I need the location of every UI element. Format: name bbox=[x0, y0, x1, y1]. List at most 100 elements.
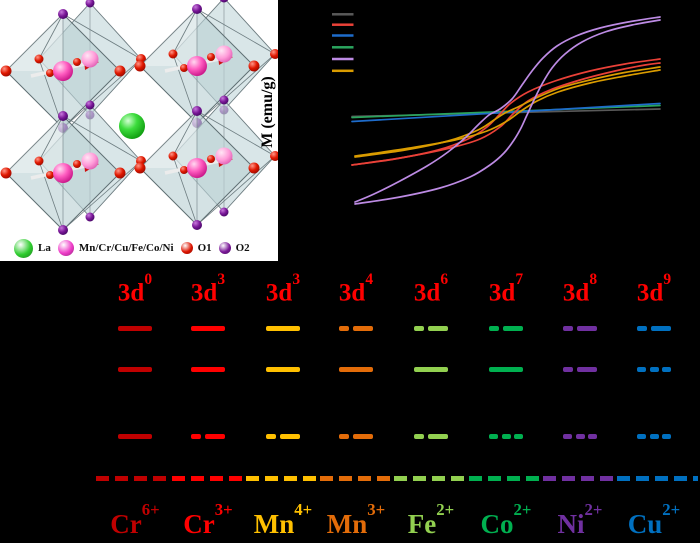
energy-level-1-Cu2+ bbox=[637, 325, 671, 331]
level-segment bbox=[280, 433, 300, 439]
ion-charge: 2+ bbox=[662, 500, 681, 520]
level-segment bbox=[266, 366, 300, 372]
level-segment bbox=[489, 366, 523, 372]
config-header-sup: 6 bbox=[440, 271, 449, 289]
level-segment bbox=[637, 366, 646, 372]
ion-charge: 3+ bbox=[214, 500, 233, 520]
config-header-base: 3d bbox=[636, 279, 664, 307]
level-segment bbox=[489, 433, 498, 439]
energy-level-3-Cr6+ bbox=[118, 433, 152, 439]
ion-label-Cr6+: Cr6+ bbox=[90, 500, 180, 539]
level-segment bbox=[414, 366, 448, 372]
energy-level-2-Mn3+ bbox=[339, 366, 373, 372]
config-header-base: 3d bbox=[117, 279, 145, 307]
curve-red-loop-down bbox=[351, 58, 661, 166]
structure-legend-label: O2 bbox=[235, 242, 250, 254]
energy-level-2-Fe2+ bbox=[414, 366, 448, 372]
atom-sphere-icon bbox=[180, 242, 193, 254]
plot-legend-swatch-2 bbox=[332, 34, 354, 37]
energy-level-2-Cu2+ bbox=[637, 366, 671, 372]
energy-level-3-Mn4+ bbox=[266, 433, 300, 439]
octahedron-unit-top-left bbox=[0, 0, 148, 135]
ion-symbol: Cr bbox=[110, 509, 142, 539]
ion-symbol: Mn bbox=[326, 509, 368, 539]
level-segment bbox=[118, 433, 152, 439]
level-segment bbox=[353, 325, 373, 331]
energy-level-3-Mn3+ bbox=[339, 433, 373, 439]
level-segment bbox=[339, 366, 373, 372]
level-segment bbox=[514, 433, 523, 439]
level-segment bbox=[118, 325, 152, 331]
ion-label-Mn4+: Mn4+ bbox=[238, 500, 328, 539]
curve-orange-loop-down bbox=[354, 66, 661, 158]
level-segment bbox=[651, 325, 671, 331]
energy-level-1-Ni2+ bbox=[563, 325, 597, 331]
energy-level-2-Co2+ bbox=[489, 366, 523, 372]
baseline-segment-Cu2+ bbox=[617, 475, 698, 481]
hysteresis-curves bbox=[332, 13, 661, 205]
baseline-level bbox=[96, 475, 698, 481]
baseline-segment-Cr6+ bbox=[96, 475, 172, 481]
octahedron-unit-bottom-right bbox=[132, 93, 278, 232]
level-segment bbox=[563, 325, 573, 331]
plot-legend-swatch-1 bbox=[332, 23, 354, 26]
ion-label-Cu2+: Cu2+ bbox=[609, 500, 699, 539]
y-axis-label: M (emu/g) bbox=[259, 76, 276, 148]
level-segment bbox=[503, 325, 523, 331]
level-segment bbox=[649, 366, 659, 372]
level-segment bbox=[118, 366, 152, 372]
structure-legend-item: O2 bbox=[218, 242, 250, 254]
structure-legend-item: La bbox=[14, 238, 51, 258]
config-header-sup: 3 bbox=[217, 271, 226, 289]
energy-level-3-Fe2+ bbox=[414, 433, 448, 439]
curve-purple-loop-down bbox=[354, 16, 661, 203]
atom-sphere-icon bbox=[218, 242, 231, 254]
level-segment bbox=[266, 325, 300, 331]
ion-charge: 6+ bbox=[141, 500, 160, 520]
baseline-segment-Fe2+ bbox=[393, 475, 469, 481]
config-header-base: 3d bbox=[190, 279, 218, 307]
ion-label-Fe2+: Fe2+ bbox=[386, 500, 476, 539]
energy-level-3-Cr3+ bbox=[191, 433, 225, 439]
level-segment bbox=[577, 325, 597, 331]
baseline-segment-Mn4+ bbox=[245, 475, 320, 481]
config-header-base: 3d bbox=[562, 279, 590, 307]
ion-charge: 2+ bbox=[584, 500, 603, 520]
ion-charge: 2+ bbox=[513, 500, 532, 520]
level-segment bbox=[205, 433, 225, 439]
ion-charge: 3+ bbox=[367, 500, 386, 520]
ion-symbol: Fe bbox=[407, 509, 437, 539]
energy-level-1-Cr6+ bbox=[118, 325, 152, 331]
config-header-Mn3+: 3d4 bbox=[316, 271, 396, 307]
curve-green-linear bbox=[351, 104, 661, 119]
config-header-sup: 8 bbox=[589, 271, 598, 289]
ion-charge: 2+ bbox=[436, 500, 455, 520]
energy-level-1-Mn4+ bbox=[266, 325, 300, 331]
energy-level-2-Mn4+ bbox=[266, 366, 300, 372]
atom-sphere-icon bbox=[57, 240, 74, 256]
level-segment bbox=[428, 433, 448, 439]
level-segment bbox=[414, 325, 424, 331]
energy-level-1-Cr3+ bbox=[191, 325, 225, 331]
baseline-segment-Ni2+ bbox=[543, 475, 617, 481]
atom-sphere-icon bbox=[14, 238, 33, 258]
structure-legend-label: O1 bbox=[197, 242, 212, 254]
energy-level-3-Ni2+ bbox=[563, 433, 597, 439]
ion-charge: 4+ bbox=[294, 500, 313, 520]
structure-legend-label: Mn/Cr/Cu/Fe/Co/Ni bbox=[78, 242, 174, 254]
config-header-sup: 7 bbox=[515, 271, 524, 289]
la-atom bbox=[119, 113, 145, 139]
level-segment bbox=[575, 433, 585, 439]
level-segment bbox=[191, 433, 201, 439]
level-segment bbox=[649, 433, 659, 439]
config-header-sup: 0 bbox=[144, 271, 153, 289]
level-segment bbox=[489, 325, 499, 331]
structure-legend-label: La bbox=[38, 242, 51, 254]
config-header-Cu2+: 3d9 bbox=[614, 271, 694, 307]
level-segment bbox=[266, 433, 276, 439]
energy-level-2-Cr3+ bbox=[191, 366, 225, 372]
level-segment bbox=[637, 433, 646, 439]
perovskite-structure-drawing bbox=[0, 0, 278, 236]
structure-legend-item: O1 bbox=[180, 242, 212, 254]
